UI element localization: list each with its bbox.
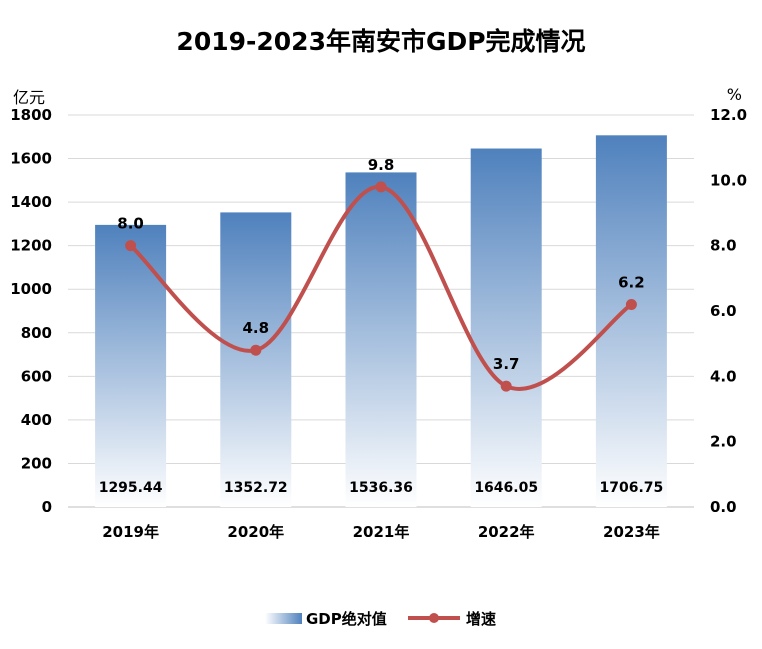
bar xyxy=(595,135,667,507)
left-tick-label: 600 xyxy=(21,367,52,385)
left-tick-label: 1000 xyxy=(10,280,52,298)
bar-value-label: 1706.75 xyxy=(600,480,664,496)
line-value-labels: 8.0 4.8 9.8 3.7 6.2 xyxy=(117,156,644,373)
category-label: 2021年 xyxy=(353,523,410,541)
right-tick-label: 10.0 xyxy=(710,171,747,189)
line-value-label: 9.8 xyxy=(368,156,395,174)
bar-value-labels: 1295.44 1352.72 1536.36 1646.05 1706.75 xyxy=(99,480,664,496)
line-value-label: 4.8 xyxy=(243,319,270,337)
left-tick-label: 200 xyxy=(21,454,52,472)
line-series xyxy=(125,181,637,392)
left-tick-label: 1200 xyxy=(10,237,52,255)
left-axis-unit: 亿元 xyxy=(13,88,45,107)
line-point xyxy=(250,344,262,356)
legend: GDP绝对值 增速 xyxy=(265,610,496,628)
line-value-label: 8.0 xyxy=(117,215,144,233)
left-tick-label: 1800 xyxy=(10,106,52,124)
legend-bar-swatch xyxy=(265,613,302,624)
left-tick-label: 1400 xyxy=(10,193,52,211)
left-tick-label: 400 xyxy=(21,411,52,429)
line-point xyxy=(375,181,387,193)
line-point xyxy=(125,240,137,252)
category-label: 2023年 xyxy=(603,523,660,541)
bar xyxy=(470,148,542,507)
bar-value-label: 1352.72 xyxy=(224,480,288,496)
right-tick-label: 4.0 xyxy=(710,367,737,385)
right-axis-unit: % xyxy=(727,85,742,104)
category-label: 2020年 xyxy=(227,523,284,541)
right-tick-label: 2.0 xyxy=(710,433,737,451)
left-axis-ticks: 0 200 400 600 800 1000 1200 1400 1600 1800 xyxy=(10,106,52,516)
right-axis-ticks: 0.0 2.0 4.0 6.0 8.0 10.0 12.0 xyxy=(710,106,747,516)
line-point xyxy=(625,298,637,310)
bar-value-label: 1646.05 xyxy=(474,480,538,496)
legend-bar-label: GDP绝对值 xyxy=(306,610,387,628)
bar-series xyxy=(95,135,667,508)
right-tick-label: 0.0 xyxy=(710,498,737,516)
right-tick-label: 8.0 xyxy=(710,237,737,255)
bar xyxy=(220,212,292,507)
category-label: 2019年 xyxy=(102,523,159,541)
category-label: 2022年 xyxy=(478,523,535,541)
category-labels: 2019年 2020年 2021年 2022年 2023年 xyxy=(102,523,660,541)
chart-title: 2019-2023年南安市GDP完成情况 xyxy=(176,27,585,56)
bar xyxy=(95,224,167,507)
left-tick-label: 1600 xyxy=(10,150,52,168)
line-value-label: 3.7 xyxy=(493,355,520,373)
bar-value-label: 1536.36 xyxy=(349,480,413,496)
left-tick-label: 800 xyxy=(21,324,52,342)
bar-value-label: 1295.44 xyxy=(99,480,163,496)
right-tick-label: 12.0 xyxy=(710,106,747,124)
legend-line-marker xyxy=(429,613,439,623)
legend-line-label: 增速 xyxy=(466,610,496,628)
line-value-label: 6.2 xyxy=(618,273,645,291)
right-tick-label: 6.0 xyxy=(710,302,737,320)
line-point xyxy=(500,380,512,392)
bar xyxy=(345,172,417,508)
left-tick-label: 0 xyxy=(42,498,52,516)
